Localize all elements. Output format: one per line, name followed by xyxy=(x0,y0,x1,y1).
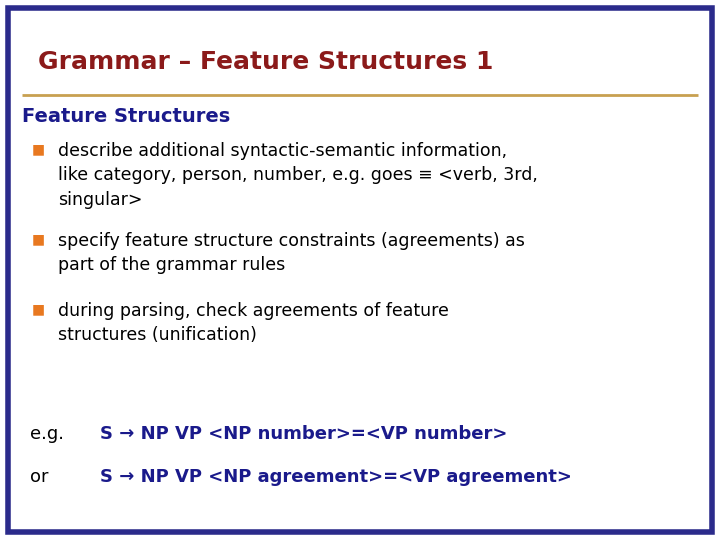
Text: ■: ■ xyxy=(32,302,45,316)
Text: Grammar – Feature Structures 1: Grammar – Feature Structures 1 xyxy=(38,50,493,74)
Text: Feature Structures: Feature Structures xyxy=(22,107,230,126)
Text: ■: ■ xyxy=(32,142,45,156)
Text: S → NP VP <NP agreement>=<VP agreement>: S → NP VP <NP agreement>=<VP agreement> xyxy=(100,468,572,486)
Text: specify feature structure constraints (agreements) as
part of the grammar rules: specify feature structure constraints (a… xyxy=(58,232,525,274)
Text: during parsing, check agreements of feature
structures (unification): during parsing, check agreements of feat… xyxy=(58,302,449,345)
Text: or: or xyxy=(30,468,48,486)
Text: ■: ■ xyxy=(32,232,45,246)
Text: S → NP VP <NP number>=<VP number>: S → NP VP <NP number>=<VP number> xyxy=(100,425,508,443)
Text: e.g.: e.g. xyxy=(30,425,64,443)
FancyBboxPatch shape xyxy=(8,8,712,532)
Text: describe additional syntactic-semantic information,
like category, person, numbe: describe additional syntactic-semantic i… xyxy=(58,142,538,208)
